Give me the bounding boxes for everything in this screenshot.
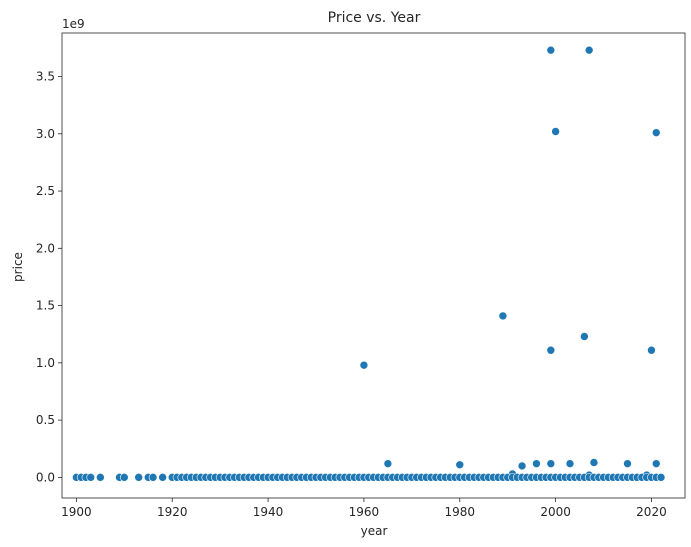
x-tick-label: 2000 — [540, 505, 571, 519]
y-tick-label: 2.5 — [36, 184, 55, 198]
data-points — [72, 45, 666, 482]
data-point — [623, 459, 632, 468]
data-point — [546, 45, 556, 55]
data-point — [532, 459, 541, 468]
data-point — [120, 473, 129, 482]
plot-frame — [61, 32, 686, 499]
data-point — [546, 459, 556, 468]
y-axis: 0.0 0.5 1.0 1.5 2.0 2.5 3.0 3.5 — [36, 70, 62, 484]
data-point — [565, 459, 575, 468]
chart-title: Price vs. Year — [328, 10, 421, 26]
data-point — [455, 460, 465, 470]
x-tick-label: 1920 — [157, 505, 188, 519]
data-point — [589, 458, 599, 467]
y-axis-title: price — [11, 252, 25, 282]
data-point — [546, 345, 556, 355]
x-tick-label: 1980 — [444, 505, 475, 519]
y-tick-label: 0.5 — [36, 413, 55, 427]
data-point — [158, 473, 167, 482]
x-tick-label: 1900 — [61, 505, 92, 519]
data-point — [134, 473, 143, 482]
x-tick-label: 1960 — [349, 505, 380, 519]
y-tick-label: 3.0 — [36, 127, 55, 141]
data-point — [647, 345, 656, 355]
data-point — [148, 473, 158, 482]
y-tick-label: 2.0 — [36, 241, 55, 255]
y-tick-label: 1.5 — [36, 299, 55, 313]
data-point — [383, 459, 393, 468]
y-tick-label: 0.0 — [36, 470, 55, 484]
x-axis: 1900 1920 1940 1960 1980 2000 2020 — [61, 498, 667, 519]
data-point — [96, 473, 105, 482]
y-tick-label: 1.0 — [36, 356, 55, 370]
data-point — [86, 473, 96, 482]
y-tick-label: 3.5 — [36, 70, 55, 84]
data-point — [584, 45, 594, 55]
data-point — [651, 459, 661, 468]
y-axis-offset-label: 1e9 — [62, 17, 85, 31]
data-point — [551, 127, 560, 136]
data-point — [517, 461, 527, 471]
plot-area — [61, 32, 686, 499]
data-point — [580, 332, 589, 341]
x-tick-label: 1940 — [253, 505, 284, 519]
data-point — [656, 473, 666, 482]
x-tick-label: 2020 — [636, 505, 667, 519]
x-axis-title: year — [361, 524, 388, 538]
data-point — [359, 360, 369, 370]
data-point — [651, 128, 661, 137]
data-point — [498, 311, 508, 321]
